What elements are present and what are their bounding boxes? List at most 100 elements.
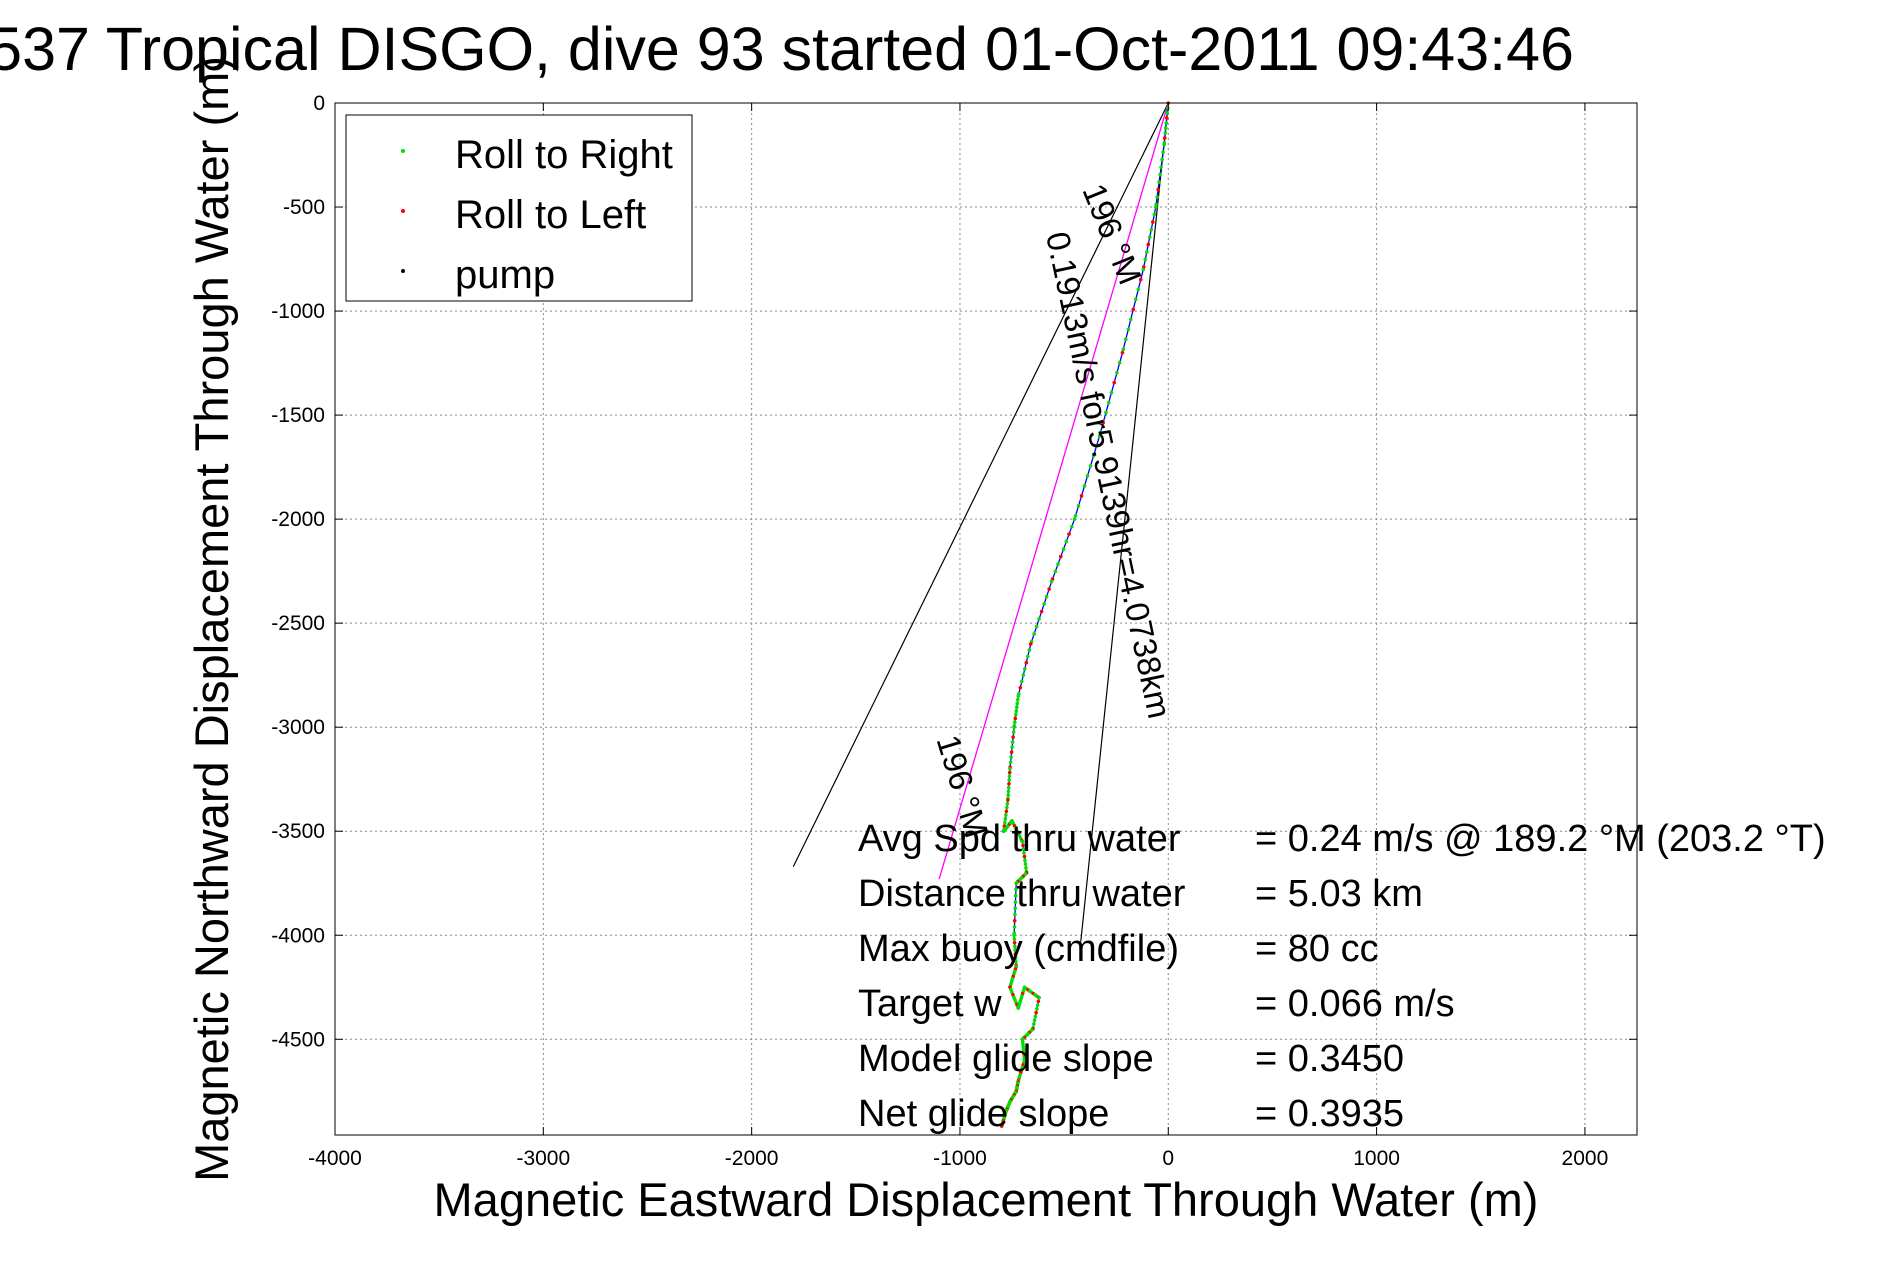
roll-marker bbox=[1021, 847, 1026, 851]
roll-marker bbox=[1019, 679, 1024, 684]
y-tick-label: -1500 bbox=[271, 404, 325, 427]
roll-marker bbox=[1023, 862, 1028, 866]
roll-marker bbox=[1028, 642, 1033, 646]
roll-marker bbox=[1034, 624, 1039, 629]
legend-marker bbox=[401, 149, 405, 153]
roll-marker bbox=[1150, 220, 1155, 224]
roll-marker bbox=[1011, 735, 1015, 739]
x-axis-title: Magnetic Eastward Displacement Through W… bbox=[434, 1173, 1539, 1226]
dive-stats: Avg Spd thru water = 0.24 m/s @ 189.2 °M … bbox=[858, 818, 1826, 1135]
roll-marker bbox=[1020, 839, 1025, 844]
roll-marker bbox=[1010, 740, 1015, 744]
stat-value: = 5.03 km bbox=[1255, 873, 1423, 915]
roll-marker bbox=[1120, 350, 1125, 355]
roll-marker bbox=[1034, 1010, 1038, 1015]
roll-marker bbox=[1035, 1003, 1040, 1007]
roll-marker bbox=[1008, 760, 1013, 764]
roll-marker bbox=[1164, 121, 1169, 125]
roll-marker bbox=[1023, 858, 1027, 863]
roll-marker bbox=[1088, 464, 1093, 468]
roll-marker bbox=[1003, 816, 1008, 821]
stat-label: Net glide slope bbox=[858, 1093, 1109, 1135]
roll-marker bbox=[1153, 205, 1158, 209]
series-line bbox=[938, 102, 1169, 880]
roll-marker bbox=[1006, 789, 1011, 794]
x-tick-label: -4000 bbox=[308, 1147, 362, 1170]
stat-value: = 80 cc bbox=[1255, 928, 1379, 970]
roll-marker bbox=[1133, 297, 1138, 302]
y-tick-label: 0 bbox=[313, 92, 325, 115]
roll-marker bbox=[1012, 937, 1017, 941]
stat-label: Avg Spd thru water bbox=[858, 818, 1181, 860]
roll-marker bbox=[1112, 380, 1116, 385]
roll-marker bbox=[1018, 685, 1023, 690]
roll-marker bbox=[1143, 257, 1148, 262]
roll-marker bbox=[1009, 755, 1013, 759]
roll-marker bbox=[1022, 667, 1027, 671]
roll-marker bbox=[1021, 843, 1025, 848]
roll-marker bbox=[1157, 180, 1161, 184]
y-axis-ticks: 0 -500 -1000 -1500 -2000 -2500 -3000 -3500 -4000… bbox=[271, 92, 1637, 1051]
roll-marker bbox=[1012, 940, 1017, 945]
roll-marker bbox=[1009, 750, 1014, 754]
roll-marker bbox=[1013, 900, 1018, 904]
roll-marker bbox=[1007, 774, 1012, 779]
roll-marker bbox=[1053, 569, 1058, 574]
roll-marker bbox=[1128, 317, 1133, 322]
roll-marker bbox=[1013, 893, 1018, 898]
legend-label: Roll to Left bbox=[455, 193, 646, 237]
roll-marker bbox=[1012, 725, 1016, 729]
roll-marker bbox=[1141, 267, 1146, 272]
roll-marker bbox=[1025, 654, 1030, 659]
y-tick-label: -500 bbox=[283, 196, 325, 219]
roll-marker bbox=[1014, 887, 1018, 892]
y-tick-label: -3000 bbox=[271, 716, 325, 739]
roll-marker bbox=[1115, 370, 1119, 375]
roll-marker bbox=[1106, 400, 1111, 405]
roll-marker bbox=[1097, 434, 1102, 438]
roll-marker bbox=[999, 1124, 1004, 1128]
roll-marker bbox=[1032, 632, 1036, 636]
roll-marker bbox=[1164, 116, 1169, 120]
roll-marker bbox=[1094, 444, 1099, 448]
y-tick-label: -1000 bbox=[271, 300, 325, 323]
roll-marker bbox=[1024, 866, 1028, 870]
roll-marker bbox=[1091, 454, 1096, 458]
roll-marker bbox=[1014, 709, 1019, 713]
roll-marker bbox=[1061, 547, 1066, 551]
roll-marker bbox=[1098, 430, 1103, 435]
roll-marker bbox=[1013, 712, 1018, 717]
x-tick-label: 0 bbox=[1162, 1147, 1174, 1170]
stat-value: = 0.066 m/s bbox=[1255, 983, 1455, 1025]
legend-label: pump bbox=[455, 253, 555, 297]
roll-marker bbox=[1162, 136, 1167, 140]
heading-cone-line bbox=[792, 102, 1169, 867]
y-tick-label: -2000 bbox=[271, 508, 325, 531]
stat-value: = 0.3450 bbox=[1255, 1038, 1404, 1080]
roll-marker bbox=[1049, 579, 1054, 584]
roll-marker bbox=[1109, 390, 1114, 395]
roll-marker bbox=[1007, 781, 1011, 786]
roll-marker bbox=[1117, 360, 1122, 365]
roll-marker bbox=[1011, 730, 1016, 734]
roll-marker bbox=[1024, 660, 1029, 665]
roll-marker bbox=[1004, 809, 1009, 814]
roll-marker bbox=[1006, 798, 1010, 802]
roll-marker bbox=[1163, 126, 1168, 130]
roll-marker bbox=[1123, 337, 1128, 342]
roll-marker bbox=[1014, 705, 1019, 710]
roll-marker bbox=[1165, 111, 1170, 115]
plot-frame bbox=[334, 102, 1638, 1136]
roll-markers bbox=[999, 101, 1171, 1128]
stat-value: = 0.3935 bbox=[1255, 1093, 1404, 1135]
legend-label: Roll to Right bbox=[455, 133, 673, 177]
roll-marker bbox=[1003, 820, 1007, 825]
roll-marker bbox=[1012, 918, 1017, 923]
roll-marker bbox=[1147, 235, 1152, 239]
roll-marker bbox=[1149, 227, 1154, 232]
chart-title: SG537 Tropical DISGO, dive 93 started 01… bbox=[0, 15, 1574, 83]
x-tick-label: -2000 bbox=[725, 1147, 779, 1170]
roll-marker bbox=[1156, 187, 1160, 192]
stat-value: = 0.24 m/s @ 189.2 °M (203.2 °T) bbox=[1255, 818, 1826, 860]
